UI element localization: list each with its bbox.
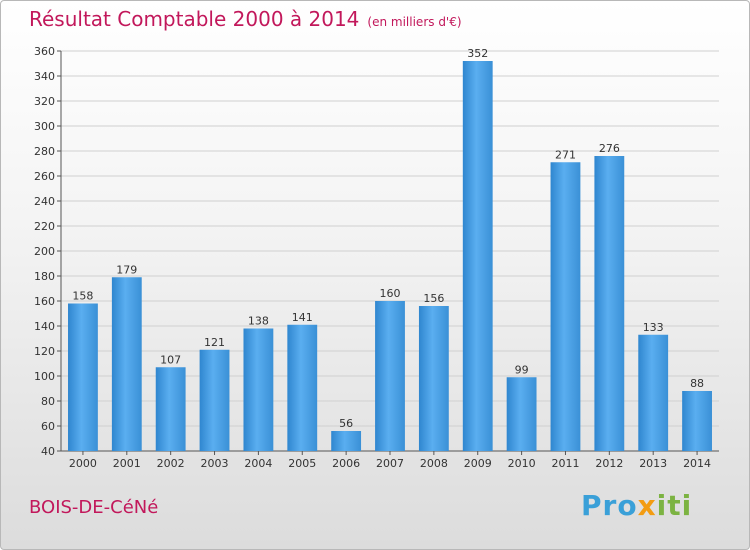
x-tick-label-2009: 2009 xyxy=(464,457,492,470)
bar-2003 xyxy=(199,349,230,451)
bar-2007 xyxy=(375,301,405,451)
bar-2013 xyxy=(638,334,669,451)
data-label-2011: 271 xyxy=(555,148,576,161)
bar-2006 xyxy=(331,431,362,451)
data-label-2007: 160 xyxy=(380,287,401,300)
data-label-2001: 179 xyxy=(116,263,137,276)
x-tick-label-2011: 2011 xyxy=(551,457,579,470)
bar-2014 xyxy=(682,391,712,451)
data-label-2010: 99 xyxy=(515,363,529,376)
y-tick-label: 300 xyxy=(34,120,55,133)
y-tick-label: 140 xyxy=(34,320,55,333)
x-tick-label-2010: 2010 xyxy=(508,457,536,470)
bar-2004 xyxy=(243,328,274,451)
logo-part-2: x xyxy=(637,489,657,522)
data-label-2005: 141 xyxy=(292,311,313,324)
x-tick-label-2006: 2006 xyxy=(332,457,360,470)
y-tick-label: 340 xyxy=(34,70,55,83)
y-tick-label: 160 xyxy=(34,295,55,308)
x-tick-label-2012: 2012 xyxy=(595,457,623,470)
y-tick-label: 220 xyxy=(34,220,55,233)
x-tick-label-2008: 2008 xyxy=(420,457,448,470)
x-tick-label-2013: 2013 xyxy=(639,457,667,470)
bar-2008 xyxy=(418,306,449,451)
data-label-2008: 156 xyxy=(423,292,444,305)
y-tick-label: 280 xyxy=(34,145,55,158)
bar-2012 xyxy=(594,156,625,451)
y-tick-label: 80 xyxy=(41,395,55,408)
x-tick-label-2005: 2005 xyxy=(288,457,316,470)
y-tick-label: 360 xyxy=(34,45,55,58)
bar-2010 xyxy=(506,377,537,451)
x-tick-label-2000: 2000 xyxy=(69,457,97,470)
bar-2001 xyxy=(111,277,142,451)
data-label-2006: 56 xyxy=(339,417,353,430)
y-tick-label: 240 xyxy=(34,195,55,208)
data-label-2004: 138 xyxy=(248,315,269,328)
y-tick-label: 180 xyxy=(34,270,55,283)
logo-part-3: iti xyxy=(656,489,693,522)
y-tick-label: 60 xyxy=(41,420,55,433)
bar-2000 xyxy=(68,303,98,451)
x-tick-label-2002: 2002 xyxy=(157,457,185,470)
bar-2002 xyxy=(155,367,186,451)
x-tick-label-2007: 2007 xyxy=(376,457,404,470)
proxiti-logo[interactable]: Proxiti xyxy=(581,489,692,522)
y-tick-label: 200 xyxy=(34,245,55,258)
logo-part-1: Pro xyxy=(581,489,638,522)
y-tick-label: 40 xyxy=(41,445,55,458)
y-tick-label: 100 xyxy=(34,370,55,383)
x-tick-label-2004: 2004 xyxy=(244,457,272,470)
bar-2005 xyxy=(287,324,318,451)
title-text: Résultat Comptable 2000 à 2014 xyxy=(29,7,360,31)
y-tick-label: 120 xyxy=(34,345,55,358)
x-tick-label-2014: 2014 xyxy=(683,457,711,470)
x-tick-label-2001: 2001 xyxy=(113,457,141,470)
data-label-2009: 352 xyxy=(467,47,488,60)
x-tick-label-2003: 2003 xyxy=(201,457,229,470)
data-label-2003: 121 xyxy=(204,336,225,349)
chart-subtitle: (en milliers d'€) xyxy=(367,15,462,29)
data-label-2002: 107 xyxy=(160,353,181,366)
bar-2011 xyxy=(550,162,581,451)
bar-2009 xyxy=(462,61,493,451)
data-label-2012: 276 xyxy=(599,142,620,155)
y-tick-label: 260 xyxy=(34,170,55,183)
chart-title: Résultat Comptable 2000 à 2014 (en millie… xyxy=(29,7,462,31)
data-label-2014: 88 xyxy=(690,377,704,390)
y-tick-label: 320 xyxy=(34,95,55,108)
commune-name: BOIS-DE-CéNé xyxy=(29,497,159,518)
data-label-2013: 133 xyxy=(643,321,664,334)
data-label-2000: 158 xyxy=(72,290,93,303)
